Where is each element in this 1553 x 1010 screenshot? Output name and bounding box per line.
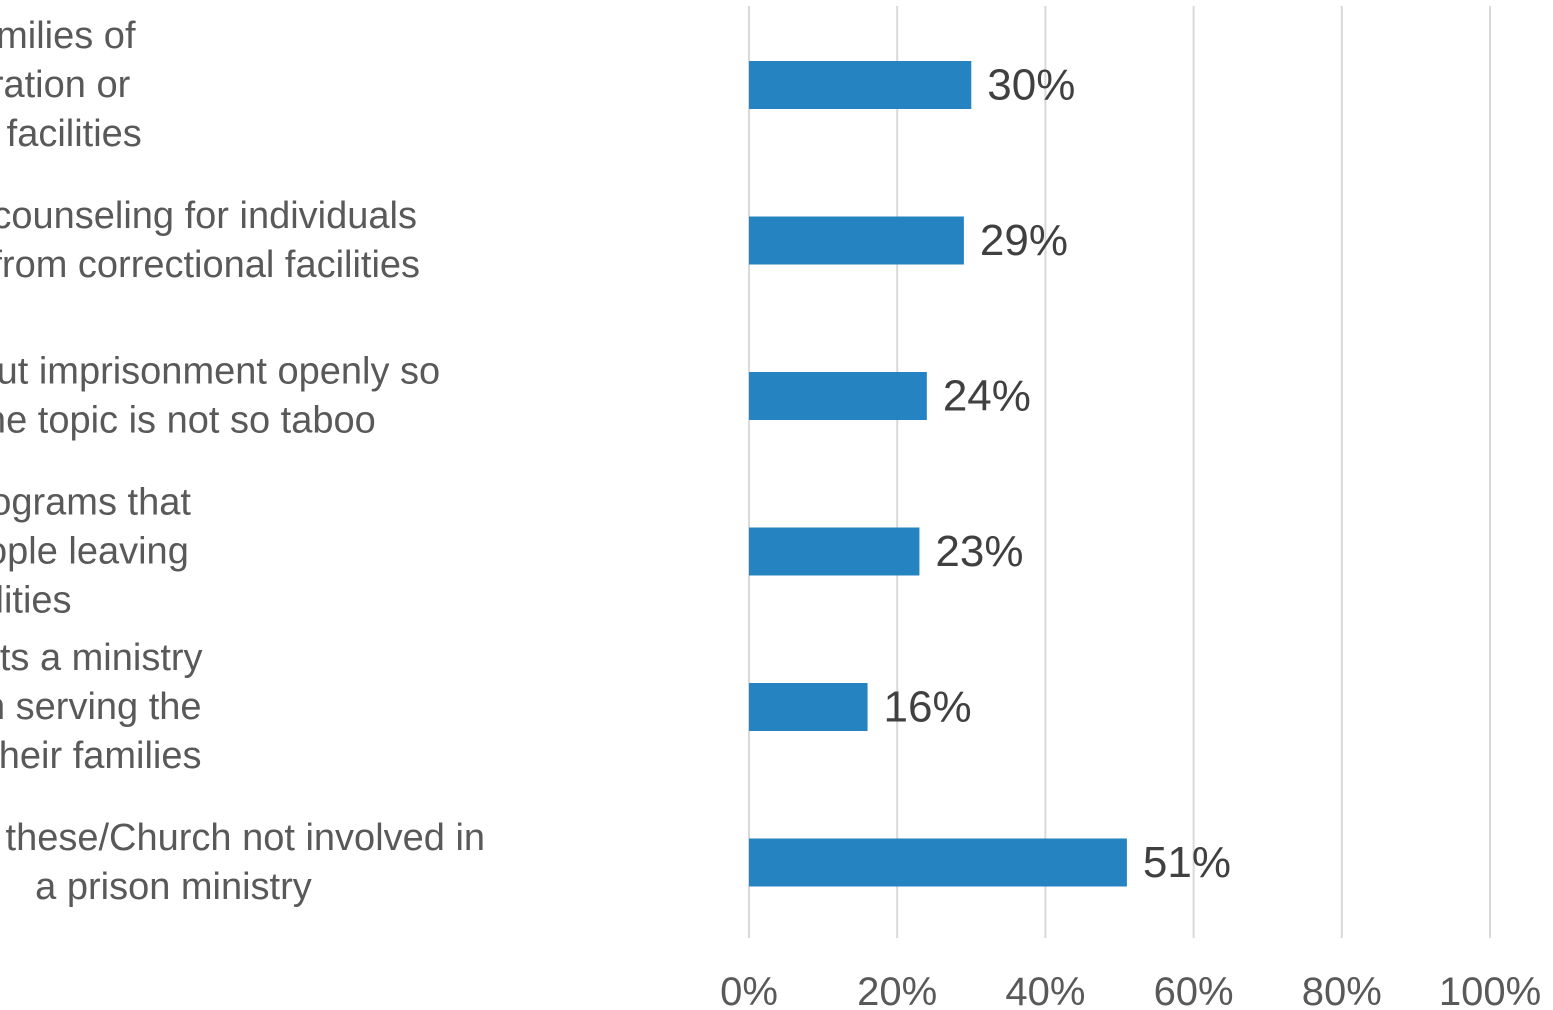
category-label-4: Supports residential programs that help w… <box>0 482 191 622</box>
category-label-1-line-3: returning from correctional facilities <box>0 113 142 155</box>
category-label-2: Provides counseling for individuals retur… <box>0 195 420 286</box>
category-label-6-line-1: None of these/Church not involved in <box>0 817 485 859</box>
category-label-5-line-3: incarcerated and their families <box>0 735 202 777</box>
category-label-5: Financially supports a ministry outside t… <box>0 637 203 777</box>
category-label-6-line-2: a prison ministry <box>35 866 312 908</box>
category-label-5-line-1: Financially supports a ministry <box>0 637 203 679</box>
x-tick-label-60: 60% <box>1154 970 1234 1010</box>
bars <box>749 61 1127 887</box>
value-label-3: 24% <box>943 372 1031 421</box>
bar-4 <box>749 527 920 576</box>
x-tick-label-40: 40% <box>1005 970 1085 1010</box>
bar-1 <box>749 61 972 109</box>
x-tick-label-0: 0% <box>720 970 778 1010</box>
value-label-2: 29% <box>980 216 1068 265</box>
category-label-2-line-2: returning from correctional facilities <box>0 244 420 286</box>
category-labels: Provides counseling for families of indiv… <box>0 15 485 908</box>
category-label-1-line-1: Provides counseling for families of <box>0 15 136 57</box>
category-label-1: Provides counseling for families of indiv… <box>0 15 142 155</box>
category-label-4-line-1: Supports residential programs that <box>0 482 191 524</box>
value-label-5: 16% <box>884 683 972 732</box>
category-label-5-line-2: outside the church serving the <box>0 686 202 728</box>
category-label-3: Talks about imprisonment openly so that t… <box>0 351 440 442</box>
value-labels: 30% 29% 24% 23% 16% 51% <box>884 61 1231 888</box>
bar-5 <box>749 683 868 731</box>
bar-3 <box>749 372 927 420</box>
gridlines <box>748 6 1491 938</box>
bar-2 <box>749 216 964 265</box>
category-label-3-line-2: that the topic is not so taboo <box>0 400 376 442</box>
category-label-3-line-1: Talks about imprisonment openly so <box>0 351 440 393</box>
category-label-2-line-1: Provides counseling for individuals <box>0 195 417 237</box>
value-label-6: 51% <box>1143 838 1231 887</box>
category-label-6: None of these/Church not involved in a pr… <box>0 817 485 908</box>
x-tick-label-20: 20% <box>857 970 937 1010</box>
value-label-1: 30% <box>987 61 1075 110</box>
bar-6 <box>749 838 1127 887</box>
x-tick-label-100: 100% <box>1439 970 1541 1010</box>
x-tick-label-80: 80% <box>1302 970 1382 1010</box>
category-label-4-line-3: correctional facilities <box>0 580 72 622</box>
value-label-4: 23% <box>935 527 1023 576</box>
x-axis-tick-labels: 0% 20% 40% 60% 80% 100% <box>720 970 1541 1010</box>
category-label-4-line-2: help with reentry of people leaving <box>0 531 189 573</box>
category-label-1-line-2: individuals during incarceration or <box>0 64 131 106</box>
